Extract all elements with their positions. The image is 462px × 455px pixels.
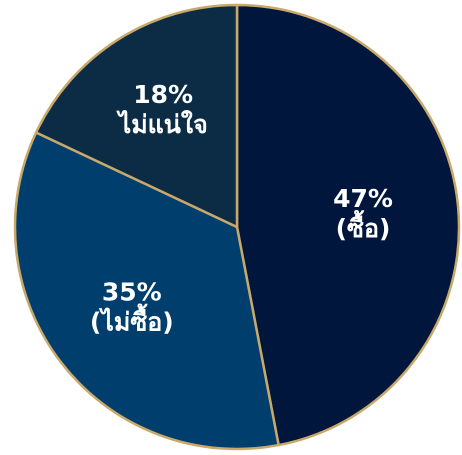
pie-slice-percent-2: 18% (133, 80, 193, 109)
pie-slices (13, 3, 461, 451)
pie-slice-2 (34, 3, 239, 229)
pie-slice-percent-1: 35% (102, 278, 162, 307)
pie-slice-label-1: 35% (ไม่ซื้อ) (90, 278, 174, 337)
pie-slice-percent-0: 47% (333, 184, 393, 213)
pie-slice-0 (235, 3, 461, 447)
pie-labels: 47% (ซื้อ) 35% (ไม่ซื้อ) 18%ไม่แน่ใจ (90, 80, 393, 337)
pie-slice-category-2: ไม่แน่ใจ (116, 109, 208, 139)
pie-slice-label-0: 47% (ซื้อ) (333, 184, 393, 243)
pie-slice-label-2: 18%ไม่แน่ใจ (116, 80, 208, 139)
pie-slice-category-1: (ไม่ซื้อ) (90, 303, 174, 337)
pie-slice-category-0: (ซื้อ) (336, 209, 391, 243)
pie-slice-1 (13, 131, 280, 451)
